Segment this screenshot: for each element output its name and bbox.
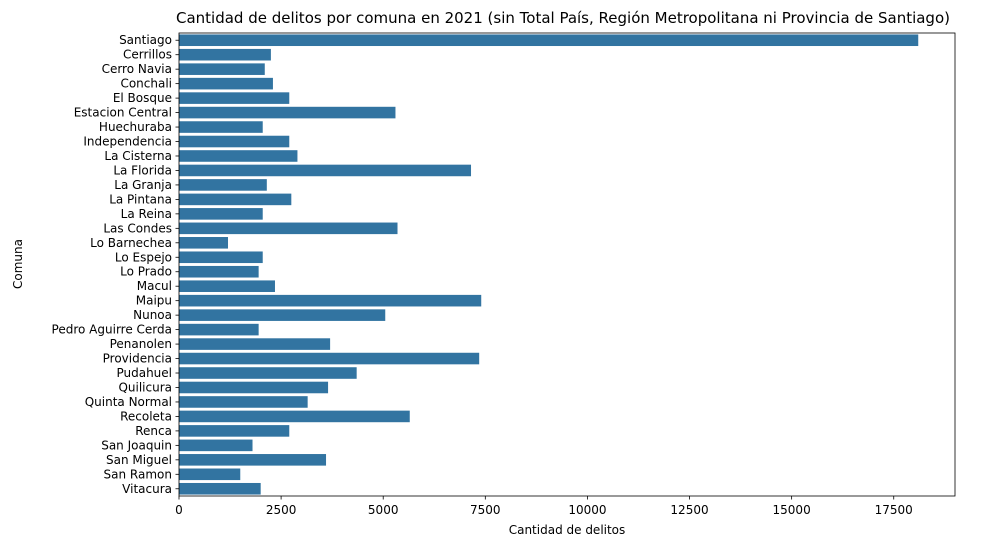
y-tick-label: Cerrillos xyxy=(123,48,172,62)
y-tick-label: Quilicura xyxy=(118,380,172,394)
bar xyxy=(179,77,273,90)
bar xyxy=(179,381,329,394)
y-tick-label: La Florida xyxy=(113,163,172,177)
bar xyxy=(179,439,253,452)
y-tick-label: Conchali xyxy=(120,77,172,91)
bar xyxy=(179,251,263,264)
y-tick-label: Macul xyxy=(137,279,172,293)
y-tick-label: Maipu xyxy=(136,294,172,308)
y-tick-label: La Granja xyxy=(114,178,172,192)
y-tick-label: Independencia xyxy=(83,135,172,149)
y-tick-label: Quinta Normal xyxy=(85,395,172,409)
bar xyxy=(179,135,290,148)
y-tick-label: La Cisterna xyxy=(104,149,172,163)
y-axis-label: Comuna xyxy=(11,239,25,289)
x-tick-label: 17500 xyxy=(875,503,913,517)
y-tick-label: Vitacura xyxy=(122,482,172,496)
bar xyxy=(179,222,398,235)
x-axis-label: Cantidad de delitos xyxy=(509,523,626,537)
x-tick-label: 15000 xyxy=(773,503,811,517)
bar xyxy=(179,396,308,408)
bar xyxy=(179,106,396,119)
y-tick-label: La Reina xyxy=(121,207,172,221)
y-tick-label: Renca xyxy=(135,424,172,438)
y-tick-label: Cerro Navia xyxy=(102,62,172,76)
bar xyxy=(179,323,259,336)
y-tick-label: Providencia xyxy=(103,352,172,366)
x-tick-label: 5000 xyxy=(368,503,399,517)
bar xyxy=(179,265,259,278)
y-tick-label: Nunoa xyxy=(133,308,172,322)
x-tick-label: 12500 xyxy=(670,503,708,517)
x-tick-label: 2500 xyxy=(266,503,297,517)
bar xyxy=(179,92,290,104)
y-tick-label: San Joaquin xyxy=(101,438,172,452)
x-tick-label: 0 xyxy=(175,503,183,517)
y-tick-label: Santiago xyxy=(119,33,172,47)
bar xyxy=(179,34,919,47)
bar xyxy=(179,150,298,162)
bar xyxy=(179,410,410,423)
bar xyxy=(179,121,263,133)
plot-frame xyxy=(178,32,956,497)
bars-group xyxy=(179,34,919,495)
bar xyxy=(179,237,229,249)
bar xyxy=(179,280,275,292)
y-tick-label: El Bosque xyxy=(113,91,172,105)
bar xyxy=(179,193,292,206)
bar xyxy=(179,352,480,365)
y-tick-label: Lo Barnechea xyxy=(90,236,172,250)
bar xyxy=(179,454,327,466)
chart-title: Cantidad de delitos por comuna en 2021 (… xyxy=(176,9,950,27)
bar xyxy=(179,179,267,191)
x-tick-label: 10000 xyxy=(568,503,606,517)
y-tick-label: Pudahuel xyxy=(116,366,172,380)
y-tick-label: Estacion Central xyxy=(74,106,172,120)
bar xyxy=(179,338,331,350)
bar xyxy=(179,425,290,437)
y-tick-label: Lo Prado xyxy=(120,265,172,279)
y-tick-label: Lo Espejo xyxy=(115,250,172,264)
y-tick-label: La Pintana xyxy=(109,192,172,206)
x-tick-label: 7500 xyxy=(470,503,501,517)
y-tick-label: Recoleta xyxy=(120,409,172,423)
bar xyxy=(179,468,241,481)
y-tick-label: San Ramon xyxy=(104,467,172,481)
y-tick-label: Huechuraba xyxy=(99,120,172,134)
y-tick-label: Las Condes xyxy=(103,221,172,235)
bar xyxy=(179,63,265,75)
x-axis-ticks: 0 2500 5000 7500 10000 12500 15000 17500 xyxy=(175,496,913,517)
y-tick-label: Penanolen xyxy=(110,337,172,351)
bar xyxy=(179,48,271,61)
bar xyxy=(179,309,386,321)
bar xyxy=(179,208,263,220)
bar xyxy=(179,164,472,177)
bar xyxy=(179,482,261,495)
bar xyxy=(179,294,482,307)
y-tick-label: San Miguel xyxy=(106,453,172,467)
y-tick-label: Pedro Aguirre Cerda xyxy=(52,323,172,337)
bar xyxy=(179,367,357,379)
